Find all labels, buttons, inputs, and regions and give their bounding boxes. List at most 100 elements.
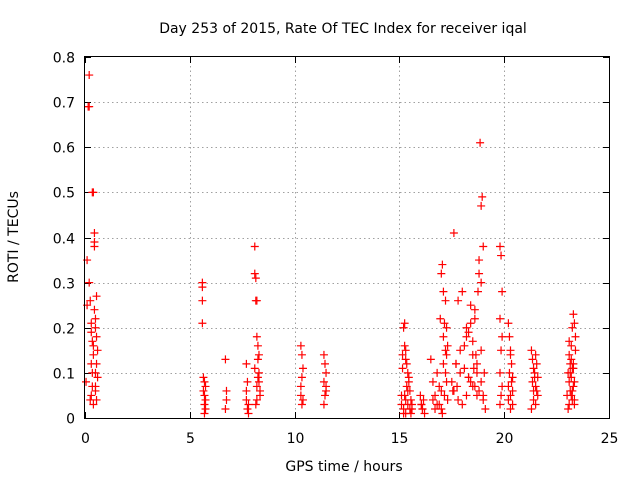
data-point xyxy=(403,386,412,395)
data-point xyxy=(564,404,573,413)
data-point xyxy=(298,364,307,373)
data-point xyxy=(89,188,98,197)
data-point xyxy=(527,346,536,355)
data-point xyxy=(91,314,100,323)
data-point xyxy=(319,400,328,409)
data-point xyxy=(91,386,100,395)
plot-frame xyxy=(84,56,610,419)
data-point xyxy=(460,341,469,350)
data-point xyxy=(92,359,101,368)
data-point xyxy=(242,359,251,368)
data-point xyxy=(462,332,471,341)
data-point xyxy=(397,400,406,409)
data-point xyxy=(92,292,101,301)
data-point xyxy=(442,323,451,332)
data-point xyxy=(568,323,577,332)
data-point xyxy=(508,373,517,382)
data-point xyxy=(398,350,407,359)
data-point xyxy=(497,391,506,400)
data-point xyxy=(92,332,101,341)
y-axis-title: ROTI / TECUs xyxy=(6,191,22,283)
data-point xyxy=(504,382,513,391)
data-point xyxy=(400,341,409,350)
data-point xyxy=(458,287,467,296)
data-point xyxy=(531,382,540,391)
data-point xyxy=(419,395,428,404)
data-point xyxy=(91,368,100,377)
data-point xyxy=(468,382,477,391)
ticks: 0 0.1 0.2 0.3 0.4 0.5 0.6 0.7 0.8 0 5 10 15 20 25 xyxy=(53,51,619,448)
data-point xyxy=(481,404,490,413)
data-point xyxy=(440,391,449,400)
data-point xyxy=(565,400,574,409)
data-point xyxy=(569,359,578,368)
data-point xyxy=(298,395,307,404)
data-point xyxy=(89,350,98,359)
data-point xyxy=(506,350,515,359)
data-point xyxy=(250,364,259,373)
data-point xyxy=(508,400,517,409)
data-point xyxy=(468,337,477,346)
data-point xyxy=(198,278,207,287)
data-point xyxy=(252,296,261,305)
data-point xyxy=(498,332,507,341)
data-point xyxy=(569,382,578,391)
data-point xyxy=(93,373,102,382)
data-point xyxy=(253,341,262,350)
y-tick-label: 0.8 xyxy=(53,51,75,67)
y-tick-label: 0.6 xyxy=(53,141,75,157)
data-point xyxy=(89,400,98,409)
data-point xyxy=(92,395,101,404)
data-point xyxy=(87,328,96,337)
data-point xyxy=(402,359,411,368)
y-tick-label: 0.2 xyxy=(53,322,75,338)
data-point xyxy=(443,395,452,404)
data-point xyxy=(497,346,506,355)
data-point xyxy=(454,395,463,404)
data-point xyxy=(442,350,451,359)
data-point xyxy=(496,400,505,409)
data-point xyxy=(466,377,475,386)
data-point xyxy=(471,350,480,359)
data-point xyxy=(198,319,207,328)
data-point xyxy=(431,404,440,413)
data-point xyxy=(435,382,444,391)
data-point xyxy=(420,409,429,418)
data-point xyxy=(437,269,446,278)
data-point xyxy=(85,102,94,111)
data-point xyxy=(472,359,481,368)
data-point xyxy=(531,400,540,409)
data-point xyxy=(504,319,513,328)
data-point xyxy=(508,386,517,395)
chart-title: Day 253 of 2015, Rate Of TEC Index for r… xyxy=(159,21,527,37)
data-point xyxy=(529,386,538,395)
data-point xyxy=(252,332,261,341)
data-point xyxy=(198,296,207,305)
x-tick-label: 0 xyxy=(81,431,90,447)
x-tick-label: 5 xyxy=(186,431,195,447)
data-point xyxy=(439,359,448,368)
data-point xyxy=(477,377,486,386)
data-point xyxy=(527,404,536,413)
data-point xyxy=(529,395,538,404)
data-point xyxy=(505,368,514,377)
data-point xyxy=(253,355,262,364)
data-point xyxy=(401,346,410,355)
y-tick-label: 0.1 xyxy=(53,367,75,383)
data-point xyxy=(252,395,261,404)
data-point xyxy=(297,400,306,409)
data-point xyxy=(90,228,99,237)
data-point xyxy=(431,391,440,400)
data-point xyxy=(401,395,410,404)
data-point xyxy=(479,395,488,404)
data-point xyxy=(439,332,448,341)
data-point xyxy=(251,274,260,283)
data-point xyxy=(498,287,507,296)
data-point xyxy=(201,404,210,413)
data-point xyxy=(570,377,579,386)
data-point xyxy=(319,377,328,386)
data-point xyxy=(296,391,305,400)
data-point xyxy=(242,386,251,395)
data-point xyxy=(449,228,458,237)
data-point xyxy=(480,368,489,377)
